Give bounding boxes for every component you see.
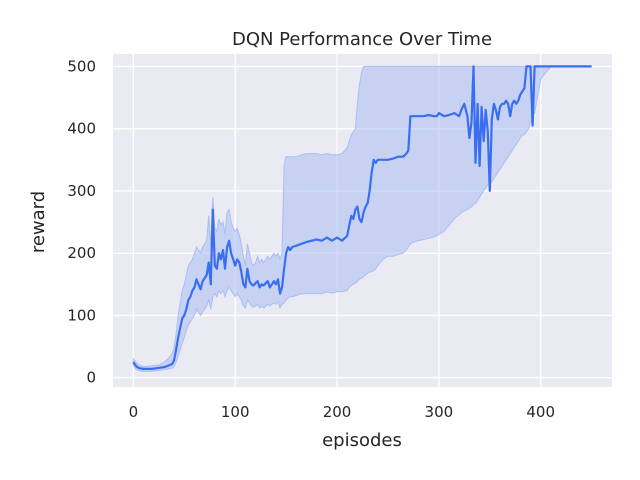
x-tick-label: 0 (129, 403, 139, 421)
series-line (132, 65, 592, 370)
x-axis-title: episodes (322, 430, 402, 451)
x-tick-label: 400 (526, 403, 555, 421)
y-tick-label: 400 (67, 120, 96, 138)
plot-area: 0 100 200 300 400 0 100 200 300 400 500 (67, 54, 612, 421)
y-axis-title: reward (28, 191, 49, 253)
y-tick-label: 500 (67, 57, 96, 75)
y-tick-label: 300 (67, 182, 96, 200)
y-tick-label: 0 (86, 369, 96, 387)
y-tick-label: 100 (67, 306, 96, 324)
x-tick-label: 100 (221, 403, 250, 421)
x-tick-label: 300 (425, 403, 454, 421)
chart-title: DQN Performance Over Time (232, 29, 492, 50)
x-tick-label: 200 (323, 403, 352, 421)
y-tick-label: 200 (67, 244, 96, 262)
